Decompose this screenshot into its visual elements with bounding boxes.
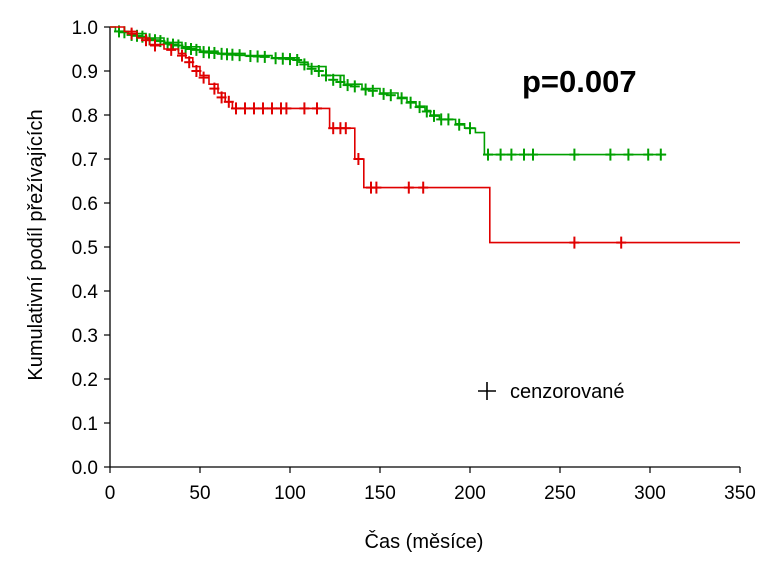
censor-mark [234, 49, 245, 62]
censor-mark [292, 54, 303, 66]
censor-mark [281, 102, 292, 115]
y-tick-label: 0.1 [72, 414, 98, 435]
censor-mark [454, 118, 465, 131]
censor-mark [342, 79, 353, 92]
series-group [110, 25, 740, 249]
censor-mark [418, 181, 429, 194]
censor-mark [259, 50, 270, 63]
censor-mark [328, 73, 339, 86]
censor-mark [141, 34, 151, 47]
censor-mark [443, 113, 454, 126]
y-tick-label: 0.0 [72, 458, 98, 479]
legend: cenzorované [478, 381, 625, 403]
y-tick-label: 0.8 [72, 106, 98, 127]
censor-mark [231, 102, 241, 115]
x-tick-label: 250 [544, 483, 576, 504]
censor-mark [367, 84, 378, 97]
censor-mark [414, 101, 425, 114]
censor-mark [528, 148, 538, 161]
censor-mark [335, 76, 346, 88]
censor-mark [385, 89, 396, 102]
y-tick-label: 1.0 [72, 18, 98, 39]
censor-mark [198, 71, 209, 84]
censor-mark [421, 105, 432, 118]
censor-mark [371, 181, 382, 194]
censor-mark [360, 83, 371, 96]
censor-mark [655, 148, 666, 161]
censor-mark [166, 43, 177, 56]
censor-mark [378, 87, 389, 100]
censor-mark [569, 148, 580, 161]
censor-mark [191, 65, 202, 77]
series-1 [110, 25, 667, 161]
axes: 0.0 0.1 0.2 0.3 0.4 0.5 0.6 0.7 0.8 0.9 1.0 0 50 100 1… [72, 18, 756, 504]
censor-mark [267, 102, 277, 115]
censor-mark [353, 153, 364, 165]
censor-mark [191, 43, 202, 56]
censor-mark [623, 148, 634, 161]
x-axis-label: Čas (měsíce) [365, 530, 484, 553]
x-tick-label: 150 [364, 483, 396, 504]
p-value-annotation: p=0.007 [522, 64, 637, 99]
censor-mark [405, 96, 416, 109]
censor-mark [569, 236, 580, 249]
censor-mark [150, 39, 160, 52]
censor-mark [616, 236, 627, 249]
y-tick-label: 0.7 [72, 150, 98, 171]
y-tick-label: 0.2 [72, 370, 98, 391]
censor-mark [465, 122, 475, 135]
y-tick-label: 0.4 [72, 282, 99, 303]
x-tick-label: 0 [105, 483, 116, 504]
censor-mark [258, 102, 268, 115]
censor-mark [223, 95, 234, 108]
censor-mark [403, 181, 414, 194]
censor-mark [506, 148, 517, 161]
x-tick-label: 350 [724, 483, 756, 504]
censor-mark [216, 91, 227, 104]
y-axis-label: Kumulativní podíl přežívajících [25, 109, 47, 380]
censor-mark [605, 148, 616, 161]
censor-mark [240, 102, 250, 115]
censor-mark [209, 82, 220, 95]
legend-label: cenzorované [510, 381, 625, 403]
censor-mark [126, 27, 137, 40]
y-tick-label: 0.5 [72, 238, 98, 259]
y-tick-label: 0.6 [72, 194, 98, 215]
censor-mark [184, 56, 195, 69]
series-2 [110, 26, 740, 249]
x-tick-label: 50 [189, 483, 210, 504]
censor-mark [321, 69, 331, 82]
y-tick-label: 0.3 [72, 326, 98, 347]
censor-mark [299, 102, 310, 115]
censor-mark [306, 62, 317, 75]
censor-mark [643, 148, 654, 161]
censor-mark [299, 58, 310, 71]
x-tick-label: 200 [454, 483, 486, 504]
censor-mark [519, 148, 529, 161]
censor-mark [495, 148, 506, 161]
censor-mark [312, 102, 322, 115]
censor-mark [429, 109, 439, 122]
censor-mark [340, 122, 351, 135]
censor-mark [349, 80, 360, 93]
survival-step-line [110, 26, 740, 244]
x-tick-label: 300 [634, 483, 666, 504]
censor-mark [396, 92, 407, 105]
y-tick-label: 0.9 [72, 62, 98, 83]
censor-mark [483, 148, 493, 161]
censor-mark [177, 49, 187, 62]
x-tick-label: 100 [274, 483, 306, 504]
censor-mark [313, 65, 324, 77]
censor-mark [249, 102, 259, 115]
